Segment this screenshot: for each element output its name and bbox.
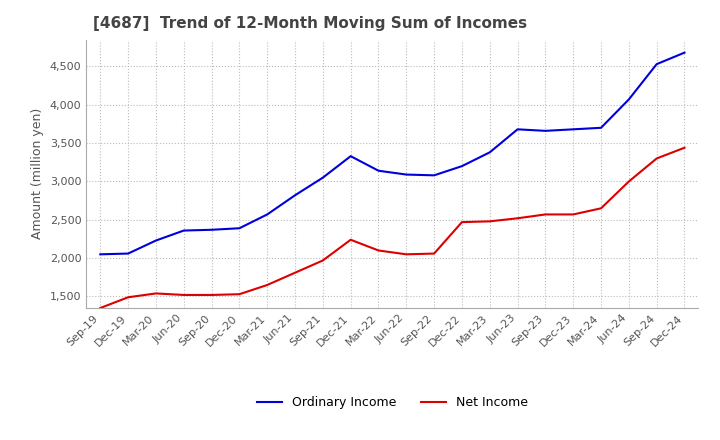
Ordinary Income [291,193,300,198]
Ordinary Income [402,172,410,177]
Net Income [652,156,661,161]
Legend: Ordinary Income, Net Income: Ordinary Income, Net Income [252,392,533,414]
Net Income [152,291,161,296]
Ordinary Income [263,212,271,217]
Ordinary Income [513,127,522,132]
Ordinary Income [430,172,438,178]
Ordinary Income [597,125,606,130]
Net Income [485,219,494,224]
Ordinary Income [152,238,161,243]
Net Income [458,220,467,225]
Net Income [402,252,410,257]
Net Income [597,205,606,211]
Net Income [513,216,522,221]
Net Income [541,212,550,217]
Ordinary Income [569,127,577,132]
Ordinary Income [652,62,661,67]
Ordinary Income [235,226,243,231]
Ordinary Income [179,228,188,233]
Net Income [346,237,355,242]
Ordinary Income [374,168,383,173]
Net Income [624,179,633,184]
Y-axis label: Amount (million yen): Amount (million yen) [32,108,45,239]
Ordinary Income [124,251,132,256]
Ordinary Income [346,154,355,159]
Net Income [291,270,300,275]
Text: [4687]  Trend of 12-Month Moving Sum of Incomes: [4687] Trend of 12-Month Moving Sum of I… [92,16,526,32]
Net Income [374,248,383,253]
Net Income [96,305,104,311]
Net Income [235,292,243,297]
Ordinary Income [458,164,467,169]
Ordinary Income [624,97,633,102]
Net Income [263,282,271,288]
Net Income [569,212,577,217]
Line: Ordinary Income: Ordinary Income [100,53,685,254]
Ordinary Income [318,175,327,180]
Ordinary Income [96,252,104,257]
Net Income [318,258,327,263]
Ordinary Income [485,150,494,155]
Line: Net Income: Net Income [100,148,685,308]
Ordinary Income [680,50,689,55]
Net Income [207,292,216,297]
Net Income [179,292,188,297]
Net Income [430,251,438,256]
Net Income [680,145,689,150]
Net Income [124,295,132,300]
Ordinary Income [207,227,216,232]
Ordinary Income [541,128,550,133]
